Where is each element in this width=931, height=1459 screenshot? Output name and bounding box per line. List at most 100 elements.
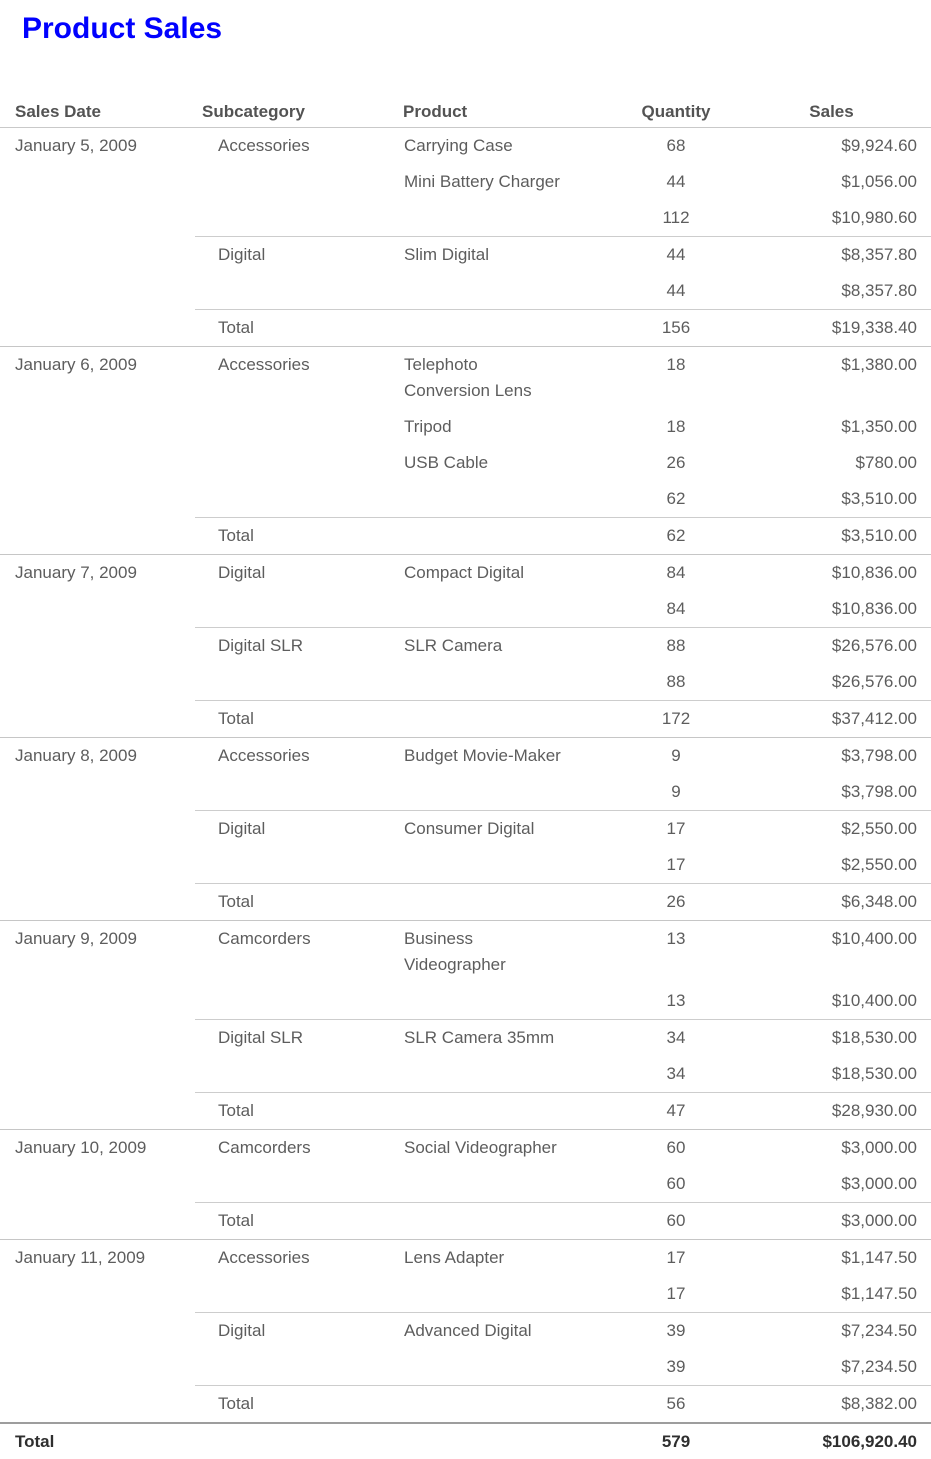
sales-cell: $3,000.00 xyxy=(732,1129,931,1166)
quantity-cell: 13 xyxy=(620,920,732,983)
product-cell xyxy=(393,273,620,309)
quantity-cell: 17 xyxy=(620,1239,732,1276)
quantity-cell: 39 xyxy=(620,1312,732,1349)
sales-date-cell xyxy=(0,517,195,554)
total-label-cell: Total xyxy=(195,309,393,346)
subcategory-subtotal-row: 60 $3,000.00 xyxy=(0,1166,931,1202)
sales-date-cell xyxy=(0,236,195,273)
subcategory-subtotal-row: 44 $8,357.80 xyxy=(0,273,931,309)
grand-total-spacer xyxy=(195,1422,393,1459)
subcategory-cell xyxy=(195,445,393,481)
product-cell xyxy=(393,847,620,883)
product-row: January 8, 2009 Accessories Budget Movie-M… xyxy=(0,737,931,774)
subcategory-cell xyxy=(195,983,393,1019)
product-row: Digital Consumer Digital 17 $2,550.00 xyxy=(0,810,931,847)
sales-cell: $10,400.00 xyxy=(732,920,931,983)
product-row: January 11, 2009 Accessories Lens Adapter 1… xyxy=(0,1239,931,1276)
product-row: Mini Battery Charger 44 $1,056.00 xyxy=(0,164,931,200)
subtotal-quantity-cell: 62 xyxy=(666,489,686,508)
product-cell: Tripod xyxy=(404,417,452,436)
sales-date-cell xyxy=(0,445,195,481)
subcategory-cell xyxy=(195,409,393,445)
quantity-cell: 18 xyxy=(666,417,686,436)
date-total-row: Total 47 $28,930.00 xyxy=(0,1092,931,1129)
sales-cell: $18,530.00 xyxy=(732,1019,931,1056)
total-label-cell: Total xyxy=(195,700,393,737)
sales-cell: $1,380.00 xyxy=(732,346,931,409)
subtotal-quantity-cell: 60 xyxy=(666,1174,686,1193)
product-cell: Slim Digital xyxy=(393,236,620,273)
total-quantity-cell: 60 xyxy=(620,1202,732,1239)
sales-date-cell xyxy=(0,309,195,346)
sales-date-cell xyxy=(0,591,195,627)
product-row: January 7, 2009 Digital Compact Digital 84 $… xyxy=(0,554,931,591)
product-row: Digital SLR SLR Camera 35mm 34 $18,530.00 xyxy=(0,1019,931,1056)
product-cell xyxy=(393,517,620,554)
product-cell: Telephoto Conversion Lens xyxy=(393,346,620,409)
product-cell: Budget Movie-Maker xyxy=(393,737,620,774)
sales-cell: $1,350.00 xyxy=(841,417,917,436)
subcategory-cell xyxy=(195,1166,393,1202)
sales-date-cell xyxy=(0,664,195,700)
sales-cell: $1,147.50 xyxy=(732,1239,931,1276)
subcategory-cell: Digital xyxy=(195,810,393,847)
total-label-cell: Total xyxy=(195,1092,393,1129)
subcategory-cell xyxy=(195,200,393,236)
grand-total-label: Total xyxy=(0,1422,195,1459)
product-cell: Consumer Digital xyxy=(393,810,620,847)
sales-cell: $1,056.00 xyxy=(841,172,917,191)
subcategory-cell xyxy=(195,1349,393,1385)
product-cell xyxy=(393,1166,620,1202)
date-total-row: Total 172 $37,412.00 xyxy=(0,700,931,737)
subtotal-quantity-cell: 112 xyxy=(662,208,690,227)
subcategory-subtotal-row: 88 $26,576.00 xyxy=(0,664,931,700)
product-cell: Lens Adapter xyxy=(393,1239,620,1276)
total-sales-cell: $3,000.00 xyxy=(732,1202,931,1239)
subtotal-sales-cell: $26,576.00 xyxy=(831,672,917,691)
sales-date-cell xyxy=(0,847,195,883)
subtotal-sales-cell: $10,836.00 xyxy=(831,599,917,618)
sales-date-cell xyxy=(0,1166,195,1202)
grand-total-row: Total 579 $106,920.40 xyxy=(0,1422,931,1459)
sales-cell: $26,576.00 xyxy=(732,627,931,664)
subcategory-cell xyxy=(195,164,393,200)
product-cell xyxy=(393,1056,620,1092)
grand-total-spacer xyxy=(393,1422,620,1459)
total-sales-cell: $28,930.00 xyxy=(732,1092,931,1129)
subcategory-cell xyxy=(195,273,393,309)
product-row: USB Cable 26 $780.00 xyxy=(0,445,931,481)
product-cell xyxy=(393,883,620,920)
subcategory-cell: Camcorders xyxy=(195,920,393,983)
subcategory-cell: Digital xyxy=(195,1312,393,1349)
quantity-cell: 44 xyxy=(666,172,686,191)
sales-date-cell xyxy=(0,1056,195,1092)
total-sales-cell: $19,338.40 xyxy=(732,309,931,346)
subcategory-cell: Digital xyxy=(195,554,393,591)
quantity-cell: 60 xyxy=(620,1129,732,1166)
subcategory-subtotal-row: 34 $18,530.00 xyxy=(0,1056,931,1092)
subtotal-sales-cell: $1,147.50 xyxy=(841,1284,917,1303)
subcategory-cell: Digital SLR xyxy=(195,627,393,664)
subtotal-sales-cell: $3,510.00 xyxy=(841,489,917,508)
product-cell xyxy=(393,1349,620,1385)
sales-date-cell: January 5, 2009 xyxy=(15,136,137,155)
quantity-cell: 9 xyxy=(620,737,732,774)
subtotal-quantity-cell: 9 xyxy=(671,782,681,801)
product-cell xyxy=(393,774,620,810)
sales-date-cell xyxy=(0,700,195,737)
sales-date-cell xyxy=(0,164,195,200)
quantity-cell: 17 xyxy=(620,810,732,847)
sales-date-cell xyxy=(0,1019,195,1056)
total-quantity-cell: 156 xyxy=(620,309,732,346)
subtotal-quantity-cell: 17 xyxy=(666,1284,686,1303)
product-cell xyxy=(393,983,620,1019)
total-label-cell: Total xyxy=(195,517,393,554)
sales-date-cell: January 11, 2009 xyxy=(0,1239,195,1276)
subcategory-cell xyxy=(195,1056,393,1092)
sales-date-cell: January 6, 2009 xyxy=(0,346,195,409)
total-quantity-cell: 62 xyxy=(620,517,732,554)
subtotal-sales-cell: $2,550.00 xyxy=(841,855,917,874)
subtotal-sales-cell: $7,234.50 xyxy=(841,1357,917,1376)
product-cell: SLR Camera xyxy=(393,627,620,664)
product-cell: Advanced Digital xyxy=(393,1312,620,1349)
